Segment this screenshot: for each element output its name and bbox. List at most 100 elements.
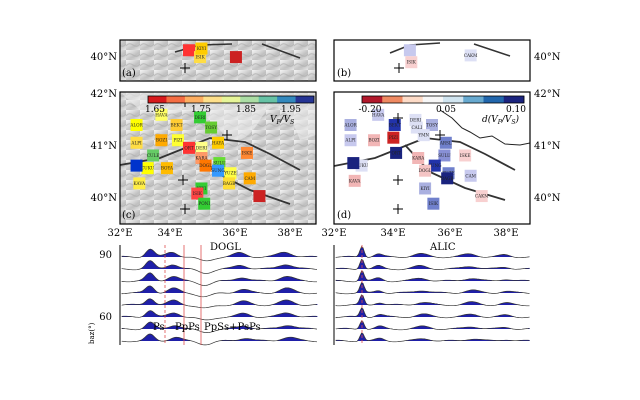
cbar-c-seg-3: [203, 96, 223, 103]
station-d-19: [464, 169, 477, 182]
cbar-d-tick-0: -0.20: [358, 105, 381, 115]
station-d-25: [347, 157, 360, 170]
station-c-4: [205, 121, 218, 134]
cbar-c-seg-8: [295, 96, 315, 103]
station-d-23: [427, 197, 440, 210]
station-c-3: [194, 111, 207, 124]
trace-l-6: [121, 321, 318, 333]
station-label-d-10: YMN: [417, 133, 429, 138]
trace-fill-l-2: [122, 272, 318, 281]
station-label-c-3: DERI: [194, 115, 206, 120]
cbar-c-tick-1: 1.75: [191, 105, 211, 115]
trace-fill-r-7: [336, 333, 530, 341]
station-c-1: [130, 119, 143, 131]
station-c-19: [224, 167, 237, 180]
wave-left-title: DOGL: [210, 242, 241, 253]
station-b-1: [464, 49, 477, 62]
station-d-15: [439, 136, 452, 149]
phase-ps: Ps: [153, 322, 165, 333]
lat-c-2: 40°N: [91, 193, 118, 204]
station-label-c-9: DERI: [196, 145, 208, 150]
trace-fill-r-3: [336, 282, 530, 293]
station-c-6: [155, 134, 168, 147]
station-d-10: [417, 129, 430, 142]
station-label-d-0: HAVA: [372, 112, 385, 117]
lat-label-b: 40°N: [534, 52, 561, 63]
trace-l-3: [121, 285, 318, 298]
trace-l-2: [121, 272, 317, 286]
trace-fill-l-4: [122, 298, 318, 305]
station-d-0: [372, 108, 385, 121]
phase-ppps: PpPs: [175, 322, 200, 333]
station-c-9: [195, 141, 208, 154]
trace-fill-l-3: [122, 286, 318, 293]
station-label-d-15: ARSL: [439, 140, 452, 145]
trace-r-5: [335, 307, 530, 319]
cbar-c-seg-4: [221, 96, 241, 103]
station-label-c-7: PIZI: [173, 138, 182, 143]
lon-c-1: 34°E: [157, 228, 182, 239]
station-c-8: [183, 141, 196, 154]
trace-l-0: [121, 248, 318, 262]
cbar-d-seg-1: [382, 96, 403, 103]
station-label-d-16: SUNG: [428, 163, 442, 168]
panel-c-label: (c): [122, 210, 136, 221]
lat-c-1: 41°N: [91, 141, 118, 152]
panel-d: HAVA ALOR BEKT DERI TOSY ALPI BOZI PIZI ORT CALI Y…: [321, 89, 560, 239]
station-d-12: [438, 149, 451, 162]
station-label-c-17: SUNG: [211, 168, 225, 173]
station-label-c-5: ALPI: [130, 140, 142, 145]
station-d-1: [344, 119, 357, 131]
lon-d-3: 38°E: [493, 228, 518, 239]
trace-r-7: [335, 332, 530, 343]
station-label-c-6: BOZI: [156, 138, 167, 143]
lon-c-0: 32°E: [107, 228, 132, 239]
station-label-c-20: CAM: [244, 176, 255, 181]
cbar-d-seg-6: [483, 96, 505, 103]
colorbar-c: 1.65 1.75 1.85 1.95 VP/VS: [145, 95, 315, 126]
cbar-c-tick-0: 1.65: [145, 105, 165, 115]
station-d-24: [475, 190, 488, 203]
trace-fill-l-7: [122, 334, 318, 341]
station-label-d-23: ISIK: [429, 201, 439, 206]
trace-r-2: [335, 270, 530, 283]
station-label-d-3: DERI: [410, 117, 422, 122]
trace-l-7: [121, 333, 318, 346]
station-a-3: [195, 42, 208, 55]
station-d-11: [412, 152, 425, 164]
station-label-d-21: KIYI: [420, 186, 430, 191]
station-label-c-18: DOGL: [199, 163, 212, 168]
lon-c-3: 38°E: [277, 228, 302, 239]
station-label-a-1: ISIK: [195, 55, 205, 60]
station-label-d-1: ALOR: [343, 123, 357, 128]
station-label-c-21: KAVA: [134, 181, 147, 186]
station-label-d-9: CALI: [411, 125, 422, 130]
trace-fill-l-1: [122, 260, 318, 269]
station-d-9: [410, 121, 423, 134]
cbar-d-seg-7: [503, 96, 525, 103]
station-label-d-19: CAM: [465, 173, 476, 178]
station-c-5: [130, 136, 143, 149]
station-c-25: [198, 197, 211, 210]
station-d-20: [348, 174, 361, 187]
station-c-10: [212, 136, 224, 149]
phase-ppss-psps: PpSs+PsPs: [204, 322, 261, 333]
cbar-d-seg-5: [463, 96, 484, 103]
cbar-d-seg-0: [362, 96, 383, 103]
station-label-b-1: CAKM: [464, 53, 478, 58]
trace-l-1: [121, 260, 318, 274]
station-d-8: [390, 146, 403, 159]
station-label-d-11: KARA: [412, 156, 425, 161]
station-label-c-14: ISKE: [242, 150, 253, 155]
station-label-c-23: BAGB: [223, 181, 236, 186]
colorbar-d: -0.20 0.05 0.10 d(VP/VS): [358, 95, 526, 126]
trace-r-1: [335, 258, 530, 271]
station-d-6: [368, 134, 381, 147]
station-c-26: [253, 190, 266, 203]
cbar-c-seg-7: [277, 96, 296, 103]
trace-fill-l-6: [122, 322, 318, 329]
station-label-c-11: CULE: [147, 153, 160, 158]
station-d-16: [428, 159, 441, 172]
